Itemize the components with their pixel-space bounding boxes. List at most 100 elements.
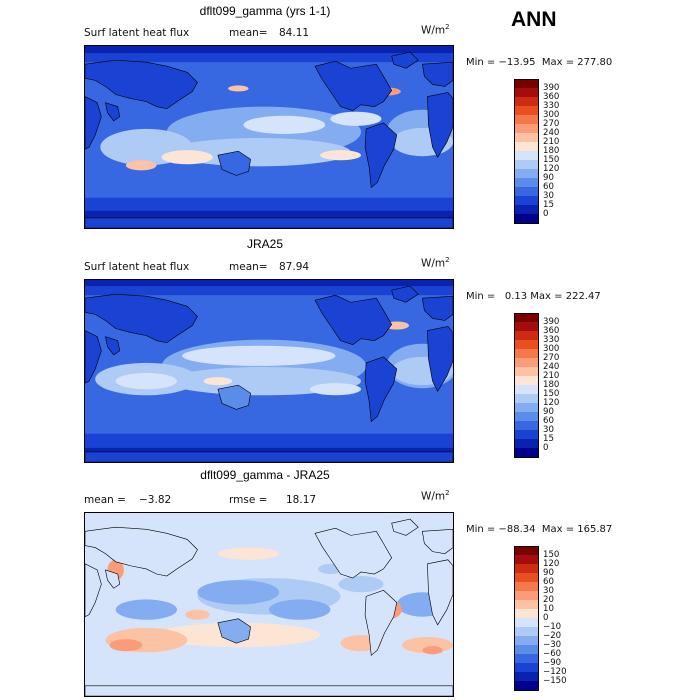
colorbar-level-label: 240	[543, 128, 560, 138]
panel1-antarctica	[85, 217, 453, 228]
colorbar-level-label: 240	[543, 362, 560, 372]
colorbar-swatch	[514, 214, 539, 224]
colorbar-swatch	[514, 160, 539, 169]
colorbar-swatch	[514, 133, 539, 142]
panel1-south-america	[364, 122, 398, 189]
panel3-rmse-label: rmse =	[229, 494, 268, 506]
colorbar-level-label: 180	[543, 146, 560, 156]
panel3-mean-value: −3.82	[139, 494, 172, 506]
panel1-map-svg	[85, 46, 453, 228]
colorbar-swatch	[514, 169, 539, 178]
colorbar-swatch	[514, 106, 539, 115]
colorbar-swatch	[514, 385, 539, 394]
colorbar-level-label: 150	[543, 550, 560, 560]
colorbar-level-label: 120	[543, 164, 560, 174]
panel2-variable: Surf latent heat flux	[84, 261, 190, 273]
colorbar-swatch	[514, 313, 539, 323]
colorbar-swatch	[514, 609, 539, 618]
colorbar-swatch	[514, 196, 539, 205]
panel1-units: W/m2	[421, 23, 450, 37]
colorbar-level-label: 330	[543, 101, 560, 111]
colorbar-swatch	[514, 555, 539, 564]
colorbar-level-label: 0	[543, 613, 549, 623]
colorbar-swatch	[514, 412, 539, 421]
panel1-title: dflt099_gamma (yrs 1-1)	[199, 4, 331, 18]
colorbar-swatch	[514, 672, 539, 681]
colorbar-level-label: 390	[543, 317, 560, 327]
panel2-map	[84, 279, 454, 463]
colorbar-swatch	[514, 582, 539, 591]
panel1-europe	[421, 61, 453, 87]
panel3-units: W/m2	[421, 489, 450, 503]
colorbar-level-label: 360	[543, 326, 560, 336]
colorbar-level-label: 0	[543, 209, 549, 219]
colorbar-swatch	[514, 115, 539, 124]
panel3-mean-label: mean =	[84, 494, 126, 506]
colorbar-level-label: 10	[543, 604, 554, 614]
colorbar-level-label: −150	[543, 676, 567, 686]
colorbar-swatch	[514, 367, 539, 376]
colorbar-level-label: 15	[543, 434, 554, 444]
colorbar-swatch	[514, 97, 539, 106]
colorbar-level-label: 0	[543, 443, 549, 453]
panel1-greenland	[391, 51, 419, 69]
panel2-mean-value: 87.94	[279, 261, 310, 273]
panel1-map	[84, 45, 454, 229]
panel1-eurasia-east	[85, 59, 198, 110]
colorbar-swatch	[514, 187, 539, 196]
colorbar-level-label: 180	[543, 380, 560, 390]
colorbar-level-label: 270	[543, 353, 560, 363]
colorbar-swatch	[514, 564, 539, 573]
colorbar-swatch	[514, 349, 539, 358]
colorbar-swatch	[514, 322, 539, 331]
colorbar-swatch	[514, 358, 539, 367]
colorbar-swatch	[514, 331, 539, 340]
colorbar-swatch	[514, 591, 539, 600]
colorbar-level-label: 30	[543, 425, 554, 435]
colorbar-swatch	[514, 600, 539, 609]
panel1-africa-west	[427, 92, 453, 158]
panel2-mean-label: mean=	[229, 261, 268, 273]
colorbar-level-label: −30	[543, 640, 562, 650]
colorbar-level-label: 270	[543, 119, 560, 129]
colorbar-level-label: 390	[543, 83, 560, 93]
season-label: ANN	[511, 8, 557, 31]
colorbar-swatch	[514, 618, 539, 627]
colorbar-swatch	[514, 340, 539, 349]
panel3-minmax: Min = −88.34 Max = 165.87	[466, 524, 613, 535]
colorbar-level-label: 30	[543, 191, 554, 201]
colorbar-swatch	[514, 142, 539, 151]
colorbar-level-label: 90	[543, 173, 554, 183]
colorbar-swatch	[514, 448, 539, 458]
colorbar-level-label: 360	[543, 92, 560, 102]
colorbar-swatch	[514, 546, 539, 556]
colorbar-swatch	[514, 430, 539, 439]
colorbar-swatch	[514, 394, 539, 403]
panel1-north-america	[314, 60, 393, 112]
panel2-minmax: Min = 0.13 Max = 222.47	[466, 291, 601, 302]
colorbar-swatch	[514, 439, 539, 448]
panel3-title: dflt099_gamma - JRA25	[200, 468, 330, 482]
colorbar-level-label: 120	[543, 559, 560, 569]
colorbar-swatch	[514, 403, 539, 412]
colorbar-level-label: 60	[543, 416, 554, 426]
colorbar-swatch	[514, 663, 539, 672]
panel1-india	[105, 102, 121, 122]
colorbar-level-label: 150	[543, 389, 560, 399]
colorbar-level-label: −60	[543, 649, 562, 659]
colorbar-level-label: 300	[543, 344, 560, 354]
colorbar-swatch	[514, 627, 539, 636]
colorbar-swatch	[514, 645, 539, 654]
colorbar-level-label: 210	[543, 371, 560, 381]
panel2-map-svg	[85, 280, 453, 462]
colorbar-level-label: 30	[543, 586, 554, 596]
panel3-map-svg	[85, 513, 453, 696]
colorbar-level-label: 90	[543, 568, 554, 578]
panel2-units: W/m2	[421, 256, 450, 270]
colorbar-level-label: 120	[543, 398, 560, 408]
colorbar-level-label: 150	[543, 155, 560, 165]
panel1-australia	[217, 150, 251, 176]
panel3-map	[84, 512, 454, 697]
colorbar-swatch	[514, 151, 539, 160]
colorbar-swatch	[514, 421, 539, 430]
